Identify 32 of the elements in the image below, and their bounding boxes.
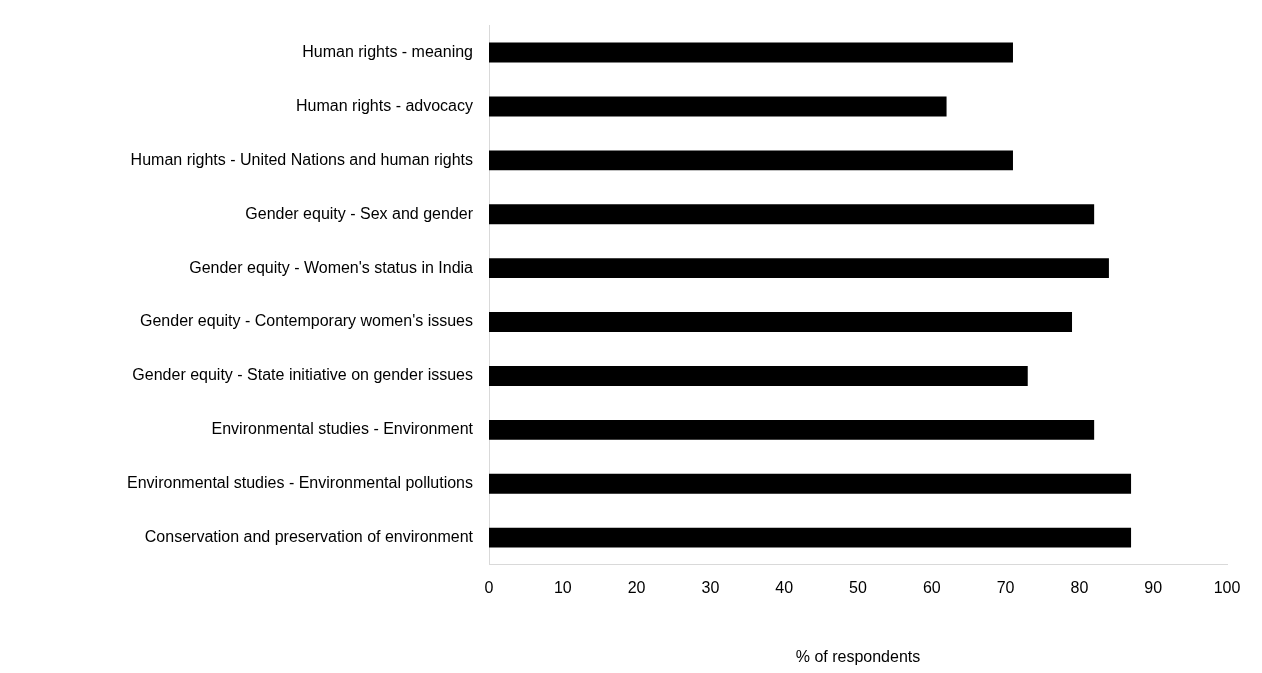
y-tick-label: Conservation and preservation of environment <box>144 528 474 546</box>
y-tick-label: Human rights - United Nations and human rights <box>130 150 473 168</box>
bar <box>489 365 1028 386</box>
bar <box>489 150 1013 171</box>
y-tick-label: Environmental studies - Environment <box>211 420 474 438</box>
x-axis-title: % of respondents <box>795 647 921 665</box>
x-tick-label: 20 <box>627 578 646 596</box>
x-tick-label: 60 <box>922 578 941 596</box>
bar <box>489 419 1095 440</box>
bar <box>489 258 1109 279</box>
x-tick-label: 0 <box>484 578 494 596</box>
y-tick-label: Human rights - meaning <box>302 42 473 60</box>
y-tick-label: Human rights - advocacy <box>296 96 473 114</box>
bar <box>489 473 1132 494</box>
bar <box>489 96 947 117</box>
x-tick-label: 40 <box>775 578 794 596</box>
x-tick-label: 70 <box>996 578 1015 596</box>
x-tick-label: 50 <box>849 578 867 596</box>
x-tick-label: 30 <box>701 578 720 596</box>
x-tick-label: 100 <box>1213 578 1241 596</box>
y-tick-label: Gender equity - Women's status in India <box>189 258 474 276</box>
bar <box>489 312 1073 333</box>
y-tick-label: Environmental studies - Environmental pollutions <box>127 474 473 492</box>
bar <box>489 204 1095 225</box>
x-tick-label: 80 <box>1070 578 1089 596</box>
x-tick-label: 10 <box>553 578 572 596</box>
bar <box>489 42 1013 63</box>
x-tick-label: 90 <box>1144 578 1163 596</box>
y-tick-label: Gender equity - Sex and gender <box>245 204 474 222</box>
y-tick-label: Gender equity - Contemporary women's issues <box>140 312 473 330</box>
y-tick-label: Gender equity - State initiative on gender issues <box>132 366 473 384</box>
bar <box>489 527 1132 548</box>
